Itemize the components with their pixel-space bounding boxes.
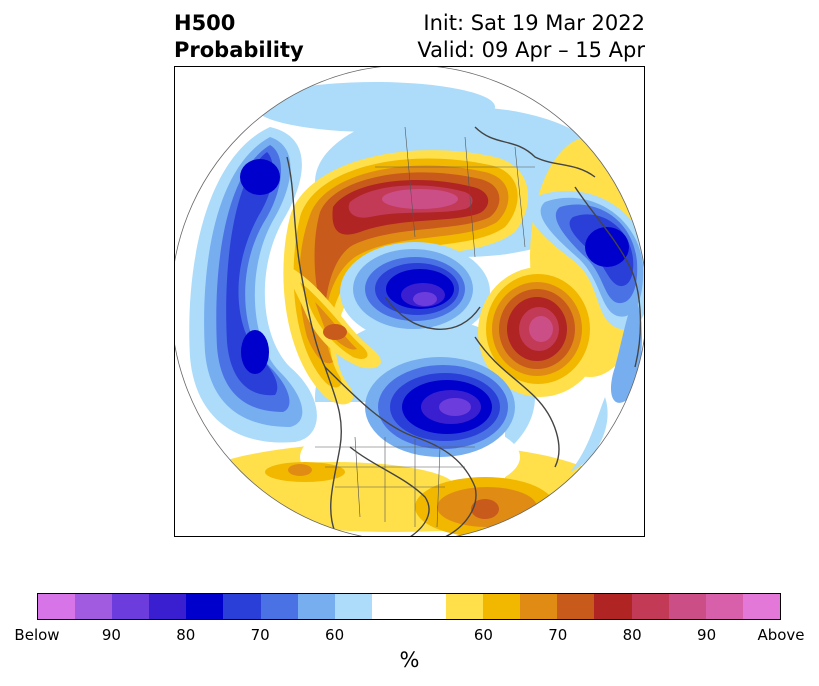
colorbar-segment (297, 594, 335, 619)
asia-low (529, 190, 644, 472)
colorbar-segment (594, 594, 632, 619)
colorbar-ticks: Below 90 80 70 60 60 70 80 90 Above (14, 626, 804, 646)
colorbar-segment (38, 594, 76, 619)
colorbar-segment (668, 594, 706, 619)
colorbar-unit: % (399, 648, 420, 672)
colorbar (37, 593, 781, 620)
pacific-low (189, 127, 317, 443)
colorbar-tick-label: 80 (176, 626, 196, 644)
probability-map (174, 66, 645, 537)
colorbar-tick-label: 90 (697, 626, 717, 644)
chart-title: H500 Probability (174, 10, 304, 64)
colorbar-tick-label: Above (757, 626, 805, 644)
colorbar-tick-label: 60 (325, 626, 345, 644)
colorbar-tick-label: 60 (473, 626, 493, 644)
colorbar-segment (260, 594, 298, 619)
colorbar-segment (112, 594, 150, 619)
colorbar-tick-label: 80 (622, 626, 642, 644)
init-date: Init: Sat 19 Mar 2022 (423, 11, 645, 35)
colorbar-segment (742, 594, 780, 619)
title-product: Probability (174, 38, 304, 62)
colorbar-segment (75, 594, 113, 619)
colorbar-segment (520, 594, 558, 619)
colorbar-tick-label: Below (14, 626, 60, 644)
siberia-ridge (478, 267, 602, 397)
map-canvas (175, 67, 644, 536)
colorbar-segment (371, 594, 409, 619)
colorbar-segment (557, 594, 595, 619)
arctic-low (340, 242, 490, 342)
coastlines (286, 126, 642, 536)
colorbar-segment (149, 594, 187, 619)
colorbar-segment (223, 594, 261, 619)
chart-dates: Init: Sat 19 Mar 2022 Valid: 09 Apr – 15… (417, 10, 645, 64)
top-light-blue (255, 82, 495, 132)
colorbar-tick-label: 70 (250, 626, 270, 644)
colorbar-segment (334, 594, 372, 619)
canada-ridge (283, 150, 529, 405)
borders (315, 126, 535, 528)
title-variable: H500 (174, 11, 236, 35)
colorbar-segment (186, 594, 224, 619)
anomaly-field (175, 67, 644, 536)
colorbar-tick-label: 70 (548, 626, 568, 644)
europe-low (365, 357, 515, 457)
valid-dates: Valid: 09 Apr – 15 Apr (417, 38, 645, 62)
colorbar-segment (446, 594, 484, 619)
colorbar-tick-label: 90 (101, 626, 121, 644)
colorbar-segment (631, 594, 669, 619)
colorbar-segment (483, 594, 521, 619)
colorbar-segment (408, 594, 447, 619)
colorbar-segment (705, 594, 743, 619)
